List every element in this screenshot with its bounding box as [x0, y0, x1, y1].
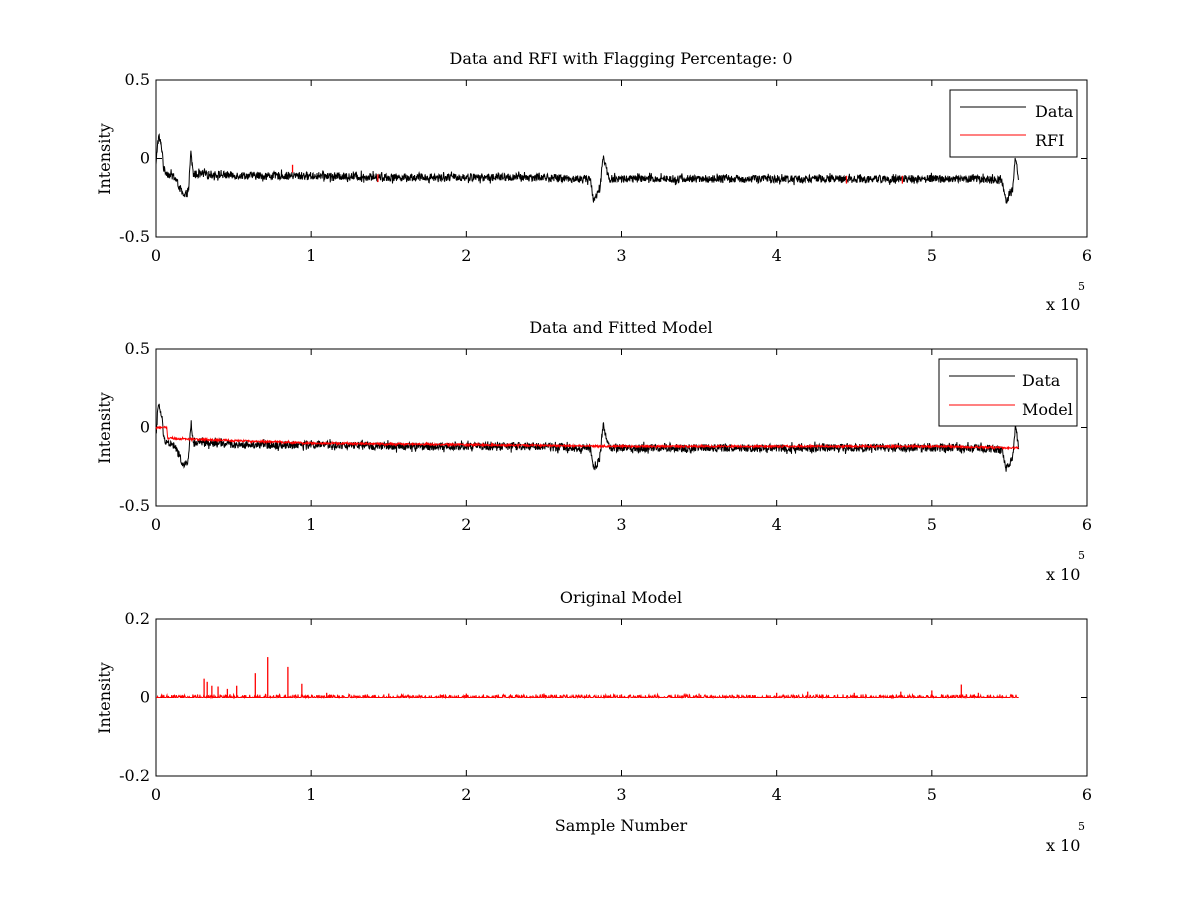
x-tick-label: 5: [927, 785, 937, 804]
series-line-data: [155, 133, 1020, 204]
y-axis-label: Intensity: [95, 392, 114, 464]
legend: Data RFI: [949, 89, 1078, 158]
x-tick-label: 1: [306, 246, 316, 265]
x-exponent-power: 5: [1078, 549, 1085, 562]
x-tick-label: 3: [616, 785, 626, 804]
series-line-original-model: [156, 692, 1019, 700]
y-tick-label: 0.5: [125, 339, 150, 358]
y-tick-label: -0.5: [119, 496, 150, 515]
x-tick-label: 0: [151, 246, 161, 265]
x-tick-label: 2: [461, 785, 471, 804]
legend-label-data: Data: [1035, 102, 1074, 121]
plot-area: 0 1 2 3 4 5 6-0.500.5: [119, 339, 1092, 534]
x-tick-label: 4: [772, 246, 782, 265]
x-tick-label: 6: [1082, 785, 1092, 804]
x-tick-label: 1: [306, 515, 316, 534]
legend-label-data: Data: [1022, 371, 1061, 390]
x-exponent-power: 5: [1078, 280, 1085, 293]
x-tick-label: 1: [306, 785, 316, 804]
x-tick-label: 0: [151, 515, 161, 534]
y-tick-label: -0.2: [119, 766, 150, 785]
x-exponent-base: x 10: [1046, 295, 1080, 314]
y-tick-label: 0: [140, 688, 150, 707]
x-tick-label: 5: [927, 246, 937, 265]
x-tick-label: 4: [772, 785, 782, 804]
chart-title: Original Model: [560, 588, 682, 607]
y-tick-label: -0.5: [119, 227, 150, 246]
x-exponent-base: x 10: [1046, 565, 1080, 584]
x-tick-label: 6: [1082, 246, 1092, 265]
x-tick-label: 4: [772, 515, 782, 534]
series-line-model: [155, 425, 1019, 451]
legend-box: [938, 358, 1078, 427]
y-tick-label: 0.5: [125, 70, 150, 89]
y-tick-label: 0: [140, 418, 150, 437]
x-exponent-base: x 10: [1046, 836, 1080, 855]
legend-box: [949, 89, 1078, 158]
legend-label-model: Model: [1022, 400, 1073, 419]
panel-data-rfi: Data and RFI with Flagging Percentage: 0…: [95, 49, 1092, 314]
x-exponent-power: 5: [1078, 820, 1085, 833]
y-tick-label: 0.2: [125, 609, 150, 628]
x-axis-label: Sample Number: [555, 816, 688, 835]
x-tick-label: 0: [151, 785, 161, 804]
legend-label-rfi: RFI: [1035, 131, 1064, 150]
chart-title: Data and Fitted Model: [529, 318, 712, 337]
legend: Data Model: [938, 358, 1078, 427]
x-tick-label: 2: [461, 515, 471, 534]
y-tick-label: 0: [140, 149, 150, 168]
x-tick-label: 2: [461, 246, 471, 265]
x-tick-label: 6: [1082, 515, 1092, 534]
x-tick-label: 5: [927, 515, 937, 534]
panel-fitted-model: Data and Fitted Model Intensity x 10 5 0…: [95, 318, 1092, 584]
plot-area: 0 1 2 3 4 5 6-0.500.5: [119, 70, 1092, 265]
y-axis-label: Intensity: [95, 123, 114, 195]
x-tick-label: 3: [616, 246, 626, 265]
panel-original-model: Original Model Intensity Sample Number x…: [95, 588, 1092, 855]
chart-title: Data and RFI with Flagging Percentage: 0: [449, 49, 792, 68]
x-tick-label: 3: [616, 515, 626, 534]
y-axis-label: Intensity: [95, 662, 114, 734]
plot-area: 0 1 2 3 4 5 6-0.200.2: [119, 609, 1092, 804]
